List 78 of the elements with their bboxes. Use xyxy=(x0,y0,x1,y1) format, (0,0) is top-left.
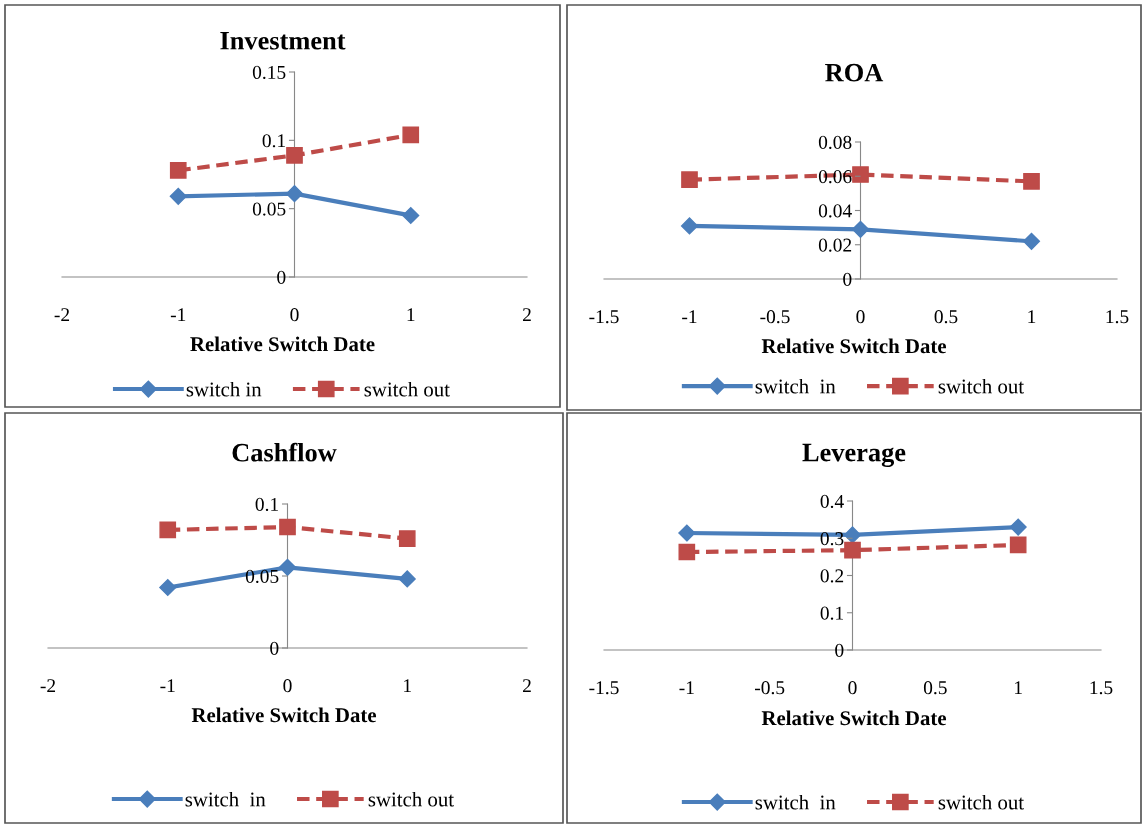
point xyxy=(852,166,869,183)
y-tick-label: 0.1 xyxy=(255,497,278,512)
point xyxy=(286,147,303,164)
x-axis-title: Relative Switch Date xyxy=(761,338,947,354)
x-tick-label: -1 xyxy=(679,681,694,695)
y-tick-label: 0 xyxy=(270,641,279,655)
x-tick-label: 1 xyxy=(1015,681,1022,695)
y-tick-label: 0.4 xyxy=(820,494,844,509)
y-tick-label: 0.3 xyxy=(820,532,844,546)
y-tick-label: 0 xyxy=(835,643,844,657)
legend-label: switch in xyxy=(755,794,836,810)
point xyxy=(398,530,416,547)
x-tick-label: 0.5 xyxy=(923,681,947,695)
point xyxy=(851,220,870,238)
x-tick-label: 1.5 xyxy=(1090,681,1113,695)
y-tick-label: 0.08 xyxy=(818,135,852,150)
x-axis-title: Relative Switch Date xyxy=(190,336,375,352)
y-tick-label: 0 xyxy=(843,272,852,286)
point xyxy=(844,541,861,559)
x-tick-label: 2 xyxy=(522,308,531,322)
x-axis-title: Relative Switch Date xyxy=(761,710,947,726)
point xyxy=(678,524,696,542)
x-tick-label: -1 xyxy=(682,310,697,324)
point xyxy=(285,185,304,203)
x-tick-label: -1 xyxy=(170,308,186,322)
y-tick-label: 0.2 xyxy=(820,569,844,583)
x-tick-label: 1 xyxy=(404,679,411,693)
point xyxy=(169,162,187,179)
point xyxy=(159,521,177,539)
x-tick-label: -1.5 xyxy=(589,681,619,695)
point xyxy=(678,543,696,561)
x-tick-label: -2 xyxy=(40,679,56,693)
chart-title: Investment xyxy=(220,32,346,50)
x-tick-label: 0.5 xyxy=(934,310,958,324)
x-tick-label: 1.5 xyxy=(1106,310,1129,324)
legend-label: switch in xyxy=(186,381,262,397)
y-tick-label: 0.05 xyxy=(245,569,279,584)
point xyxy=(1009,518,1027,536)
x-tick-label: -0.5 xyxy=(760,310,790,324)
y-tick-label: 0.15 xyxy=(252,65,286,80)
legend-label: switch in xyxy=(755,378,836,394)
point xyxy=(278,558,297,576)
legend-label: switch in xyxy=(185,791,266,807)
chart-title: ROA xyxy=(825,63,884,82)
x-tick-label: -1 xyxy=(160,679,175,693)
point xyxy=(843,526,862,544)
legend-label: switch out xyxy=(364,381,450,397)
point xyxy=(398,570,416,588)
x-tick-label: 0 xyxy=(856,310,865,324)
legend-label: switch out xyxy=(368,791,454,807)
x-tick-label: -0.5 xyxy=(755,681,785,695)
y-tick-label: 0.02 xyxy=(818,238,852,252)
x-tick-label: -2 xyxy=(54,308,70,322)
point xyxy=(1022,232,1041,250)
y-tick-label: 0.1 xyxy=(262,134,285,148)
y-tick-label: 0 xyxy=(277,270,286,284)
point xyxy=(681,171,698,189)
chart-title: Cashflow xyxy=(232,442,337,462)
y-tick-label: 0.1 xyxy=(820,606,843,620)
x-axis-title: Relative Switch Date xyxy=(191,707,377,723)
point xyxy=(1009,536,1027,554)
point xyxy=(402,206,420,225)
point xyxy=(1023,173,1040,190)
point xyxy=(402,126,420,144)
x-tick-label: 1 xyxy=(407,308,415,322)
point xyxy=(680,217,699,235)
x-tick-label: 1 xyxy=(1028,310,1036,324)
legend-label: switch out xyxy=(938,794,1024,810)
y-tick-label: 0.04 xyxy=(818,204,852,218)
x-tick-label: 2 xyxy=(522,679,531,693)
chart-title: Leverage xyxy=(802,443,906,467)
x-tick-label: 0 xyxy=(290,308,299,322)
y-tick-label: 0.05 xyxy=(252,202,286,216)
point xyxy=(279,518,296,536)
point xyxy=(159,578,177,597)
legend-label: switch out xyxy=(938,378,1024,394)
point xyxy=(169,187,187,205)
x-tick-label: -1.5 xyxy=(589,310,619,324)
